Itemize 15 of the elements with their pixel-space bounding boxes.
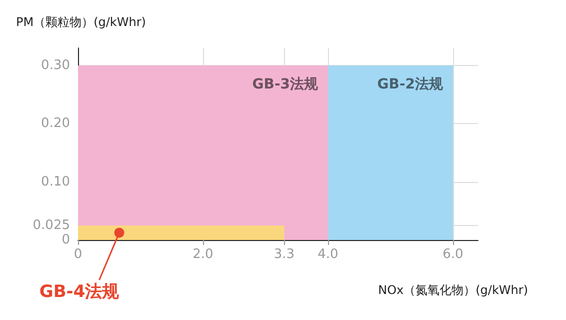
y-tick-label: 0.20: [41, 116, 70, 132]
x-tick-label: 6.0: [442, 247, 464, 262]
series-label: GB-3法规: [252, 76, 319, 92]
x-tick-label: 2.0: [192, 247, 214, 262]
x-tick-label: 4.0: [318, 247, 338, 262]
series-label: GB-2法规: [377, 76, 444, 92]
x-tick-label: 0: [74, 247, 82, 262]
x-axis-title: NOx（氮氧化物）(g/kWhr): [378, 283, 528, 297]
x-tick-label: 3.3: [274, 247, 295, 262]
text: GB-4法规: [39, 282, 120, 302]
y-tick-label: 0: [62, 232, 70, 248]
y-tick-label: 0.10: [41, 174, 70, 190]
y-axis-title: PM（颗粒物）(g/kWhr): [16, 15, 146, 29]
y-tick-label: 0.025: [32, 218, 70, 233]
y-tick-label: 0.30: [41, 58, 70, 73]
